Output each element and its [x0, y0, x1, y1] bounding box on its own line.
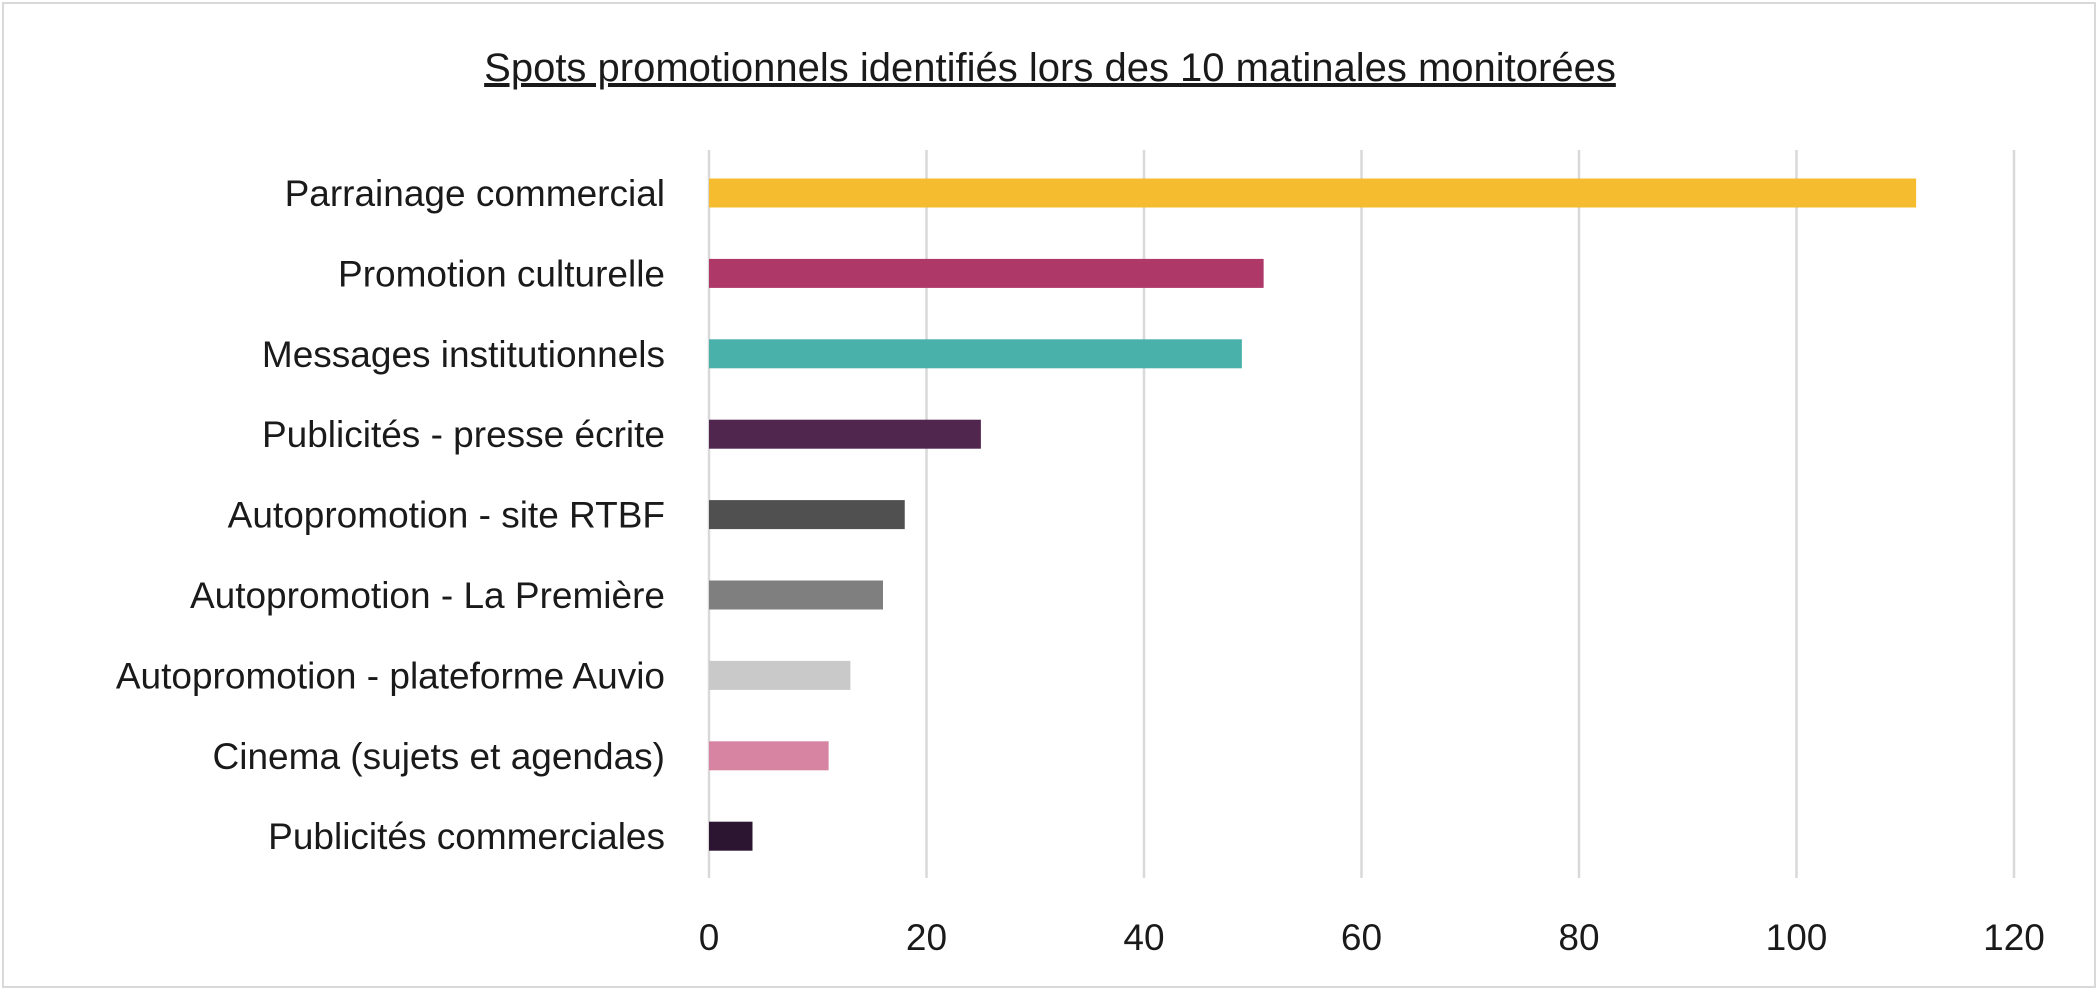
- x-tick-label: 100: [1766, 917, 1828, 958]
- x-tick-label: 60: [1341, 917, 1382, 958]
- category-labels: Parrainage commercial Promotion culturell…: [116, 173, 665, 857]
- x-tick-label: 80: [1558, 917, 1599, 958]
- bar: [709, 821, 753, 851]
- x-tick-label: 0: [699, 917, 720, 958]
- x-tick-label: 20: [906, 917, 947, 958]
- bar: [709, 580, 883, 610]
- category-label: Publicités - presse écrite: [262, 414, 665, 455]
- category-label: Parrainage commercial: [285, 173, 665, 214]
- category-label: Publicités commerciales: [268, 816, 665, 857]
- bar: [709, 500, 905, 530]
- category-label: Autopromotion - site RTBF: [228, 495, 665, 536]
- bar: [709, 339, 1242, 369]
- chart-title: Spots promotionnels identifiés lors des …: [484, 46, 1616, 90]
- category-label: Promotion culturelle: [338, 253, 665, 294]
- category-label: Autopromotion - plateforme Auvio: [116, 655, 665, 696]
- x-tick-label: 40: [1123, 917, 1164, 958]
- category-label: Messages institutionnels: [262, 334, 665, 375]
- x-axis-tick-labels: 0 20 40 60 80 100 120: [699, 917, 2045, 958]
- bar: [709, 660, 851, 690]
- bar: [709, 419, 981, 449]
- x-tick-label: 120: [1983, 917, 2045, 958]
- bar: [709, 741, 829, 771]
- category-label: Cinema (sujets et agendas): [213, 736, 665, 777]
- bar: [709, 258, 1264, 288]
- bar: [709, 178, 1917, 208]
- bars: [709, 178, 1917, 851]
- category-label: Autopromotion - La Première: [190, 575, 665, 616]
